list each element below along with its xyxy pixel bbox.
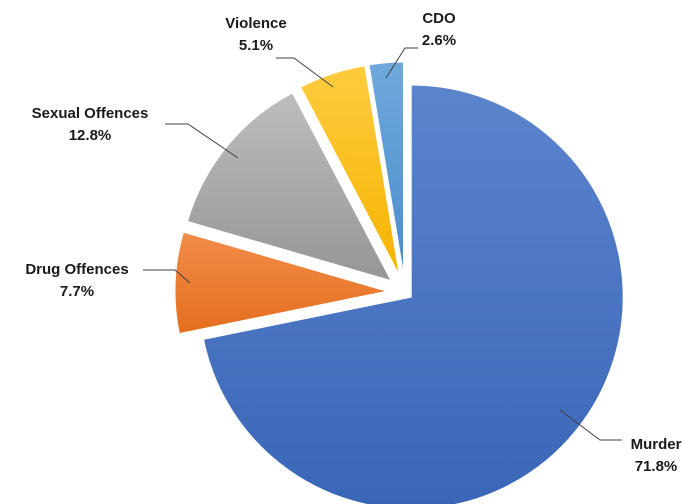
slice-value-murder: 71.8% xyxy=(635,458,678,475)
leader-line-murder xyxy=(559,409,622,441)
slice-value-drug-offences: 7.7% xyxy=(60,283,94,300)
leader-line-violence xyxy=(276,57,334,88)
leader-line-sexual-offences xyxy=(165,123,239,159)
slice-value-cdo: 2.6% xyxy=(422,32,456,49)
slice-label-sexual-offences: Sexual Offences xyxy=(32,105,149,122)
slice-value-sexual-offences: 12.8% xyxy=(69,127,112,144)
pie-slice-murder xyxy=(202,84,624,504)
slice-label-murder: Murder xyxy=(631,436,682,453)
pie-slice-sexual-offences xyxy=(186,92,393,282)
slice-label-drug-offences: Drug Offences xyxy=(25,261,128,278)
slice-label-cdo: CDO xyxy=(422,10,456,27)
leader-line-cdo xyxy=(385,47,418,79)
leader-line-drug-offences xyxy=(143,269,191,284)
slice-label-violence: Violence xyxy=(225,15,286,32)
pie-slice-cdo xyxy=(368,61,405,275)
pie-slice-drug-offences xyxy=(174,231,388,335)
slice-value-violence: 5.1% xyxy=(239,37,273,54)
pie-slice-violence xyxy=(299,65,400,276)
